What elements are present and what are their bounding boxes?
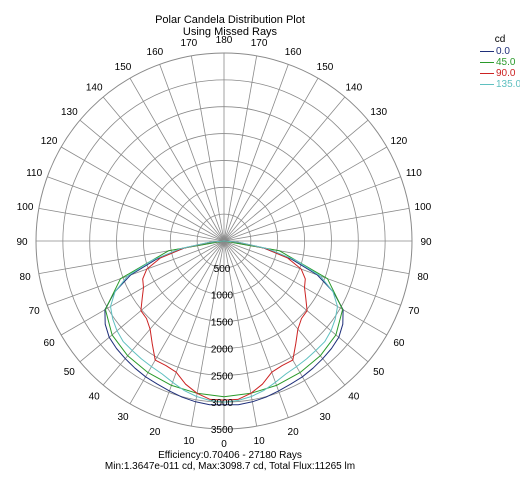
angle-tick-label: 50: [64, 367, 76, 378]
angle-tick-label: 130: [61, 107, 78, 118]
angle-tick-label: 160: [285, 47, 302, 58]
angle-tick-label: 60: [393, 338, 405, 349]
grid-spoke: [223, 240, 346, 386]
angle-tick-label: 100: [17, 202, 34, 213]
grid-spoke: [79, 240, 225, 363]
angle-tick-label: 70: [29, 306, 41, 317]
chart-title: Polar Candela Distribution Plot: [155, 14, 305, 26]
series-lines: [104, 240, 344, 406]
tick-labels: 0 10 10 20 20 30 30 40 40 50 50 60 60 70 70 80 80 90 90 100…: [16, 35, 432, 450]
angle-tick-label: 120: [41, 136, 58, 147]
legend-label: 0.0: [496, 46, 510, 57]
angle-tick-label: 0: [221, 439, 227, 450]
angle-tick-label: 80: [417, 272, 429, 283]
legend-swatch: [480, 73, 494, 74]
grid-spoke: [223, 77, 319, 242]
grid-spoke: [47, 176, 225, 242]
legend-label: 45.0: [496, 57, 516, 68]
legend-entry: 45.0: [478, 57, 520, 68]
grid-spoke: [159, 64, 225, 242]
footer-stats: Min:1.3647e-011 cd, Max:3098.7 cd, Total…: [104, 461, 356, 472]
radial-tick-label: 1500: [211, 318, 234, 329]
series-line-90.0: [140, 240, 308, 401]
radial-tick-label: 500: [214, 264, 231, 275]
grid-spoke: [79, 119, 225, 242]
angle-tick-label: 40: [89, 392, 101, 403]
radial-tick-label: 3000: [211, 398, 234, 409]
angle-tick-label: 30: [117, 412, 129, 423]
legend-entries: 0.0 45.0 90.0 135.0: [478, 46, 520, 90]
grid-spoke: [38, 207, 225, 242]
grid-spoke: [129, 77, 225, 242]
angle-tick-label: 120: [391, 136, 408, 147]
series-line-45.0: [104, 240, 344, 398]
angle-tick-label: 100: [415, 202, 432, 213]
grid-spoke: [223, 55, 258, 242]
legend-label: 135.0: [496, 79, 520, 90]
legend-swatch: [480, 84, 494, 85]
angle-tick-label: 10: [254, 436, 266, 447]
grid-spoke: [60, 240, 225, 336]
angle-tick-label: 20: [288, 427, 300, 438]
angle-tick-label: 150: [317, 62, 334, 73]
legend-entry: 0.0: [478, 46, 520, 57]
radial-tick-label: 2500: [211, 371, 234, 382]
legend-entry: 90.0: [478, 68, 520, 79]
angle-tick-label: 140: [86, 82, 103, 93]
grid-spoke: [223, 119, 369, 242]
angle-tick-label: 70: [408, 306, 420, 317]
legend-entry: 135.0: [478, 79, 520, 90]
footer-efficiency: Efficiency:0.70406 - 27180 Rays: [158, 450, 302, 461]
legend-swatch: [480, 62, 494, 63]
angle-tick-label: 180: [216, 35, 233, 46]
angle-tick-label: 90: [420, 237, 432, 248]
series-line-135.0: [110, 240, 338, 403]
grid-spoke: [190, 240, 225, 427]
grid-spoke: [223, 64, 289, 242]
radial-tick-label: 1000: [211, 291, 234, 302]
angle-tick-label: 150: [115, 62, 132, 73]
grid-spoke: [223, 146, 388, 242]
grid-spoke: [223, 240, 258, 427]
angle-tick-label: 140: [345, 82, 362, 93]
legend: cd 0.0 45.0 90.0 135.0: [478, 34, 520, 90]
radial-tick-label: 3500: [211, 425, 234, 436]
grid-spoke: [223, 240, 388, 336]
legend-swatch: [480, 51, 494, 52]
angle-tick-label: 170: [251, 38, 268, 49]
grid-spoke: [223, 207, 410, 242]
grid-spoke: [223, 176, 401, 242]
angle-tick-label: 60: [44, 338, 56, 349]
legend-title: cd: [494, 34, 506, 45]
chart-subtitle: Using Missed Rays: [182, 26, 278, 38]
grid-spoke: [190, 55, 225, 242]
series-line-0.0: [104, 240, 344, 406]
grid-spoke: [60, 146, 225, 242]
angle-tick-label: 130: [370, 107, 387, 118]
angle-tick-label: 110: [26, 168, 42, 179]
grid-spoke: [102, 240, 225, 386]
grid-spoke: [223, 240, 369, 363]
angle-tick-label: 90: [16, 237, 28, 248]
grid-spoke: [223, 96, 346, 242]
grid-spoke: [159, 240, 225, 418]
angle-tick-label: 50: [373, 367, 385, 378]
grid-spoke: [223, 240, 289, 418]
angle-tick-label: 40: [348, 392, 360, 403]
radial-tick-label: 2000: [211, 344, 234, 355]
grid-spoke: [47, 240, 225, 306]
angle-tick-label: 30: [319, 412, 331, 423]
angle-tick-label: 10: [183, 436, 195, 447]
angle-tick-label: 20: [149, 427, 161, 438]
grid-spoke: [102, 96, 225, 242]
angle-tick-label: 170: [181, 38, 198, 49]
angle-tick-label: 80: [20, 272, 32, 283]
angle-tick-label: 110: [406, 168, 422, 179]
legend-label: 90.0: [496, 68, 516, 79]
angle-tick-label: 160: [147, 47, 164, 58]
grid-spoke: [223, 240, 401, 306]
